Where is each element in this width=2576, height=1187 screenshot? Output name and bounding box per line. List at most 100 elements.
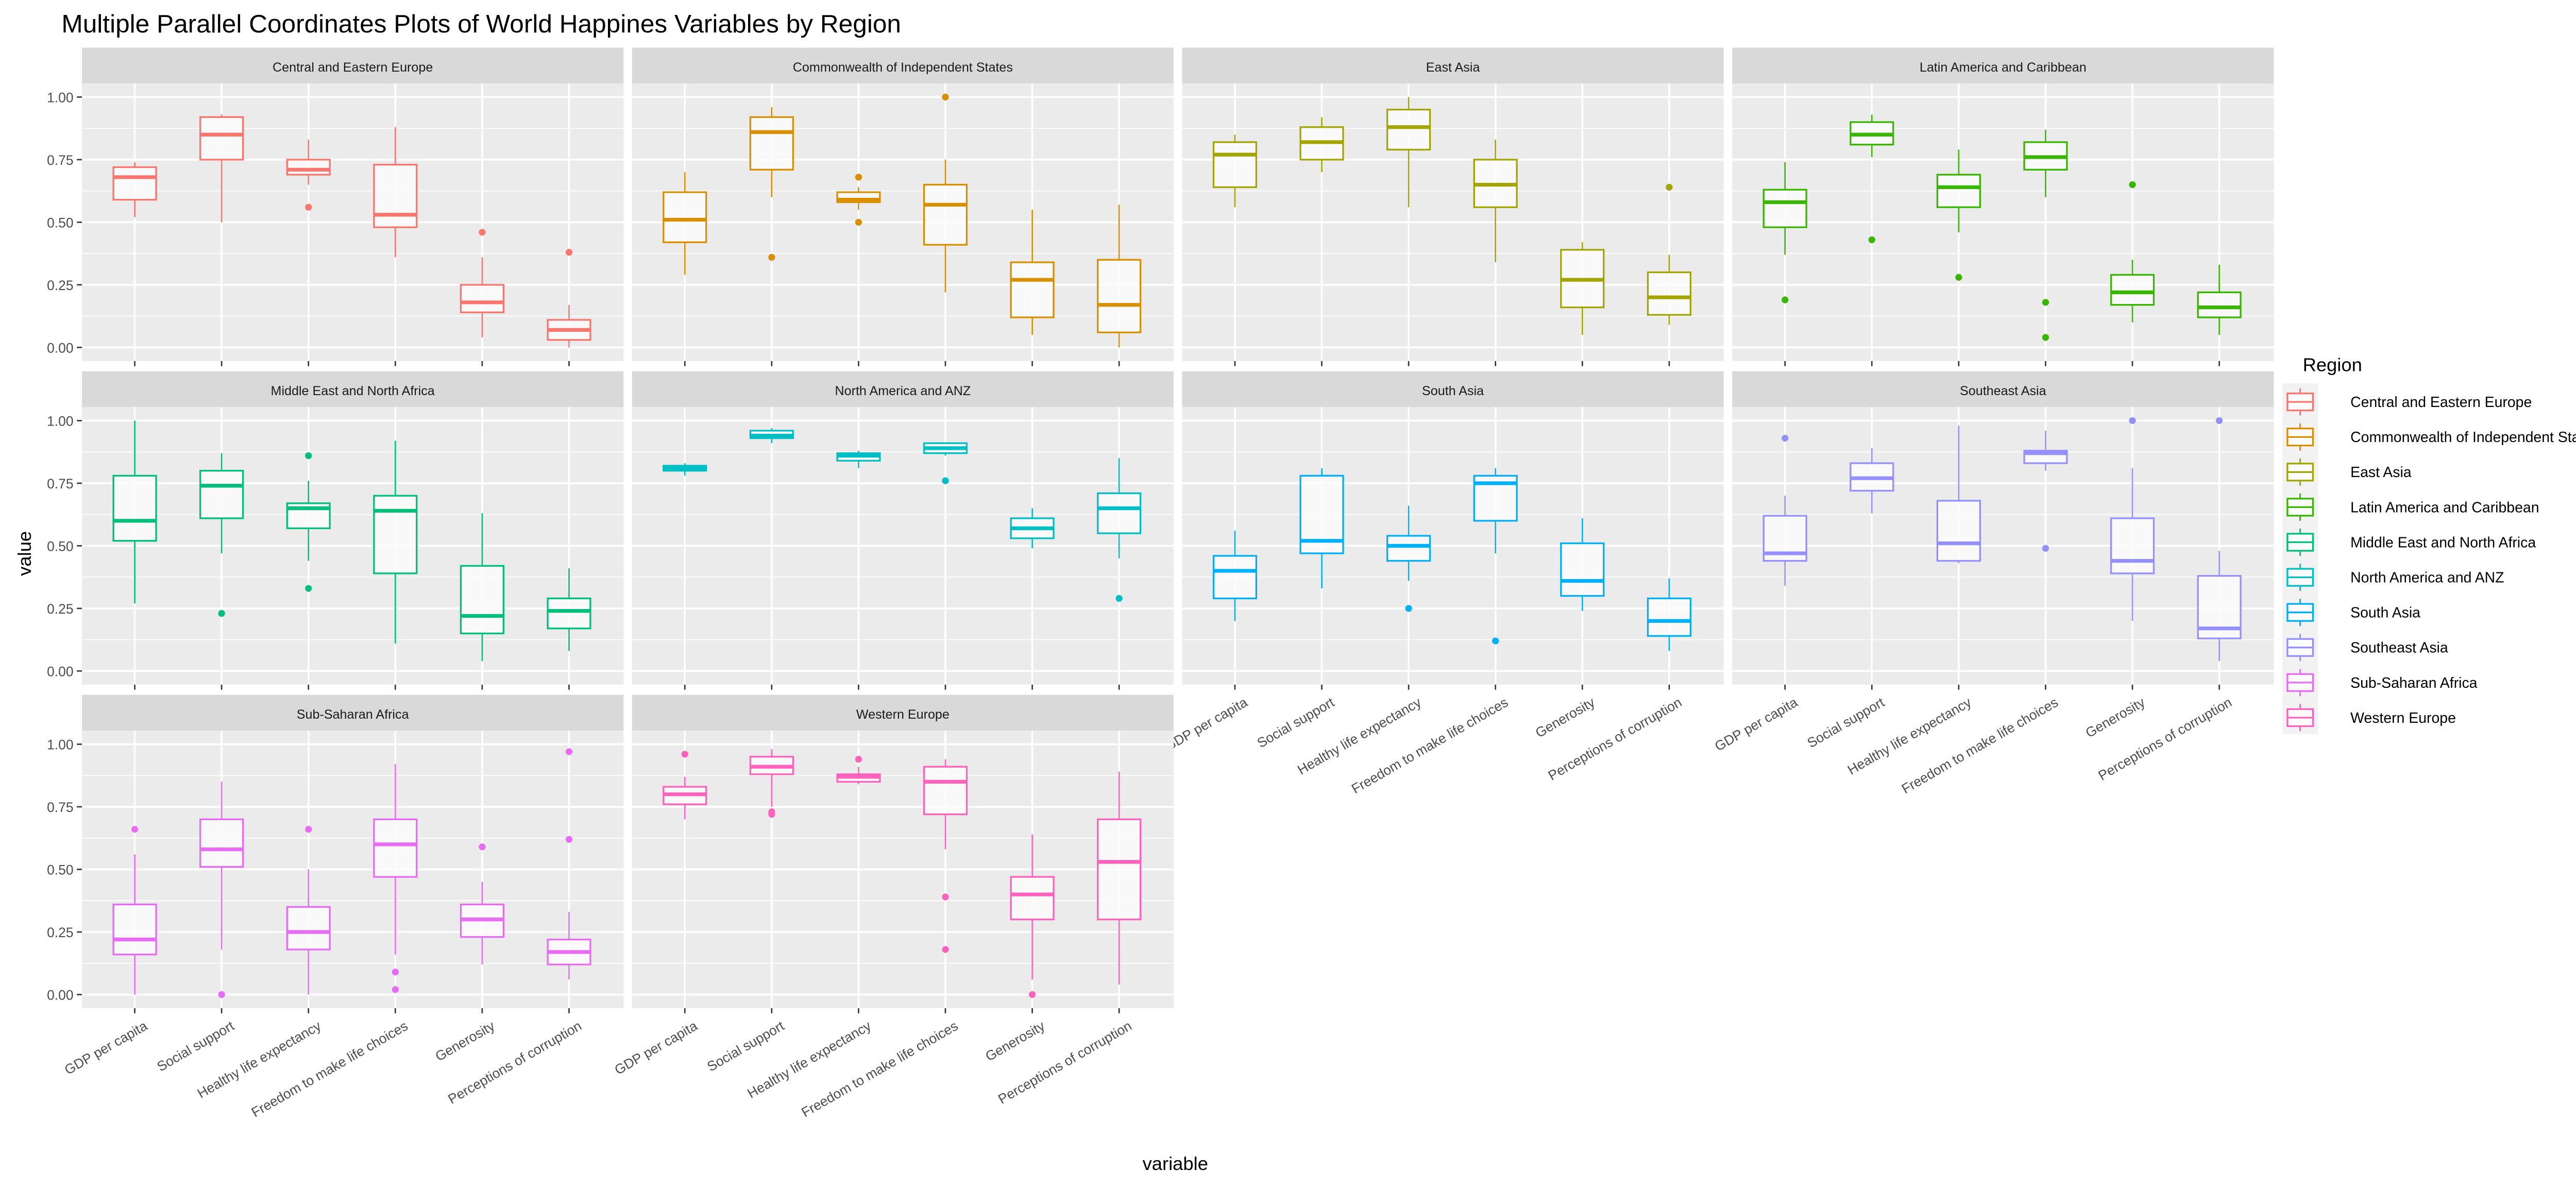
legend-item: East Asia: [2286, 458, 2412, 486]
facet-panel: Central and Eastern Europe 0.00 0.25 0.50 0.…: [47, 47, 624, 366]
boxplot: [923, 93, 968, 293]
box-iqr: [373, 495, 418, 574]
outlier-point: [2042, 545, 2049, 552]
outlier-point: [218, 610, 225, 617]
boxplot: [373, 440, 418, 643]
boxplot: [460, 229, 505, 337]
outlier-point: [305, 204, 312, 211]
box-iqr: [1560, 542, 1605, 597]
facet-strip-label: Southeast Asia: [1960, 384, 2046, 398]
outlier-point: [1955, 274, 1962, 281]
boxplot: [1299, 117, 1344, 173]
chart-title: Multiple Parallel Coordinates Plots of W…: [61, 9, 901, 38]
x-tick-label: Generosity: [1533, 694, 1598, 740]
box-iqr: [460, 565, 505, 635]
facet-strip: [632, 694, 1174, 731]
facet-strip: [1732, 47, 2274, 83]
y-tick-label: 0.50: [47, 538, 73, 554]
box-iqr: [1097, 259, 1142, 333]
boxplot: [836, 756, 881, 785]
box-iqr: [1097, 818, 1142, 921]
box-iqr: [2110, 274, 2155, 306]
boxplot: [663, 463, 707, 476]
boxplot: [373, 764, 418, 993]
y-tick-label: 0.00: [47, 987, 73, 1003]
facet-panel: Southeast Asia GDP per capita Social suppo…: [1712, 371, 2274, 797]
x-tick-label: Generosity: [2083, 694, 2148, 740]
boxplot: [1762, 162, 1807, 303]
boxplot: [1299, 468, 1344, 589]
outlier-point: [565, 748, 573, 755]
boxplot: [2197, 417, 2242, 661]
x-tick-label: Social support: [1805, 694, 1888, 751]
boxplot: [1647, 183, 1692, 325]
facet-panel: Latin America and Caribbean: [1732, 47, 2274, 366]
y-axis-title: value: [14, 531, 35, 576]
boxplot: [2023, 430, 2068, 552]
facet-strip: [1732, 371, 2274, 408]
legend-label: Central and Eastern Europe: [2350, 394, 2532, 411]
box-iqr: [286, 906, 331, 951]
box-iqr: [923, 766, 968, 816]
boxplot: [1010, 508, 1055, 549]
outlier-point: [1405, 605, 1412, 612]
facet-strip-label: Central and Eastern Europe: [273, 60, 433, 75]
facet-panel: Western Europe GDP per capita Social suppo…: [612, 694, 1174, 1120]
boxplot: [112, 420, 157, 604]
outlier-point: [305, 826, 312, 833]
facet-panel: Middle East and North Africa 0.00 0.25 0.50…: [47, 371, 624, 690]
boxplot: [1097, 771, 1142, 985]
x-tick-label: GDP per capita: [612, 1018, 700, 1078]
box-iqr: [1386, 109, 1431, 151]
facet-strip-label: Sub-Saharan Africa: [297, 707, 409, 722]
boxplot: [286, 452, 331, 592]
y-tick-label: 0.50: [47, 215, 73, 230]
boxplot: [1010, 210, 1055, 335]
boxplot: [1850, 114, 1894, 244]
legend-label: North America and ANZ: [2350, 570, 2504, 586]
boxplot: [1560, 518, 1605, 611]
boxplot: [547, 568, 591, 651]
boxplot: [923, 759, 968, 953]
x-axis-title: variable: [1143, 1153, 1208, 1174]
box-iqr: [199, 116, 244, 161]
box-iqr: [199, 818, 244, 868]
box-iqr: [112, 474, 157, 542]
facet-strip-label: Latin America and Caribbean: [1920, 60, 2087, 75]
outlier-point: [305, 452, 312, 460]
outlier-point: [1868, 236, 1875, 244]
x-tick-label: GDP per capita: [1162, 694, 1250, 754]
outlier-point: [2129, 417, 2136, 425]
x-tick-label: Generosity: [433, 1018, 498, 1064]
legend-item: South Asia: [2286, 599, 2420, 626]
facet-strip: [82, 371, 624, 408]
boxplot: [286, 826, 331, 995]
outlier-point: [2129, 181, 2136, 189]
x-tick-label: Freedom to make life choices: [1349, 694, 1511, 797]
outlier-point: [1115, 595, 1123, 602]
legend-label: Commonwealth of Independent States: [2350, 429, 2576, 446]
outlier-point: [1782, 296, 1789, 303]
x-tick-label: Social support: [704, 1018, 787, 1074]
x-tick-label: Freedom to make life choices: [1899, 694, 2061, 797]
boxplot: [112, 162, 157, 217]
boxplot: [1936, 149, 1981, 281]
boxplot: [1386, 97, 1431, 208]
facet-strip: [632, 371, 1174, 408]
facet-panel: Commonwealth of Independent States: [632, 47, 1174, 366]
boxplot: [663, 751, 707, 820]
boxplot: [112, 826, 157, 995]
boxplot: [2197, 264, 2242, 335]
facet-strip: [1182, 47, 1724, 83]
legend-item: Latin America and Caribbean: [2286, 493, 2539, 521]
outlier-point: [218, 991, 225, 998]
legend-label: Western Europe: [2350, 710, 2456, 726]
boxplot: [199, 114, 244, 223]
outlier-point: [855, 756, 862, 763]
boxplot: [836, 450, 881, 468]
box-iqr: [112, 166, 157, 201]
facet-strip-label: Commonwealth of Independent States: [793, 60, 1013, 75]
outlier-point: [565, 836, 573, 843]
x-tick-label: Generosity: [982, 1018, 1047, 1064]
